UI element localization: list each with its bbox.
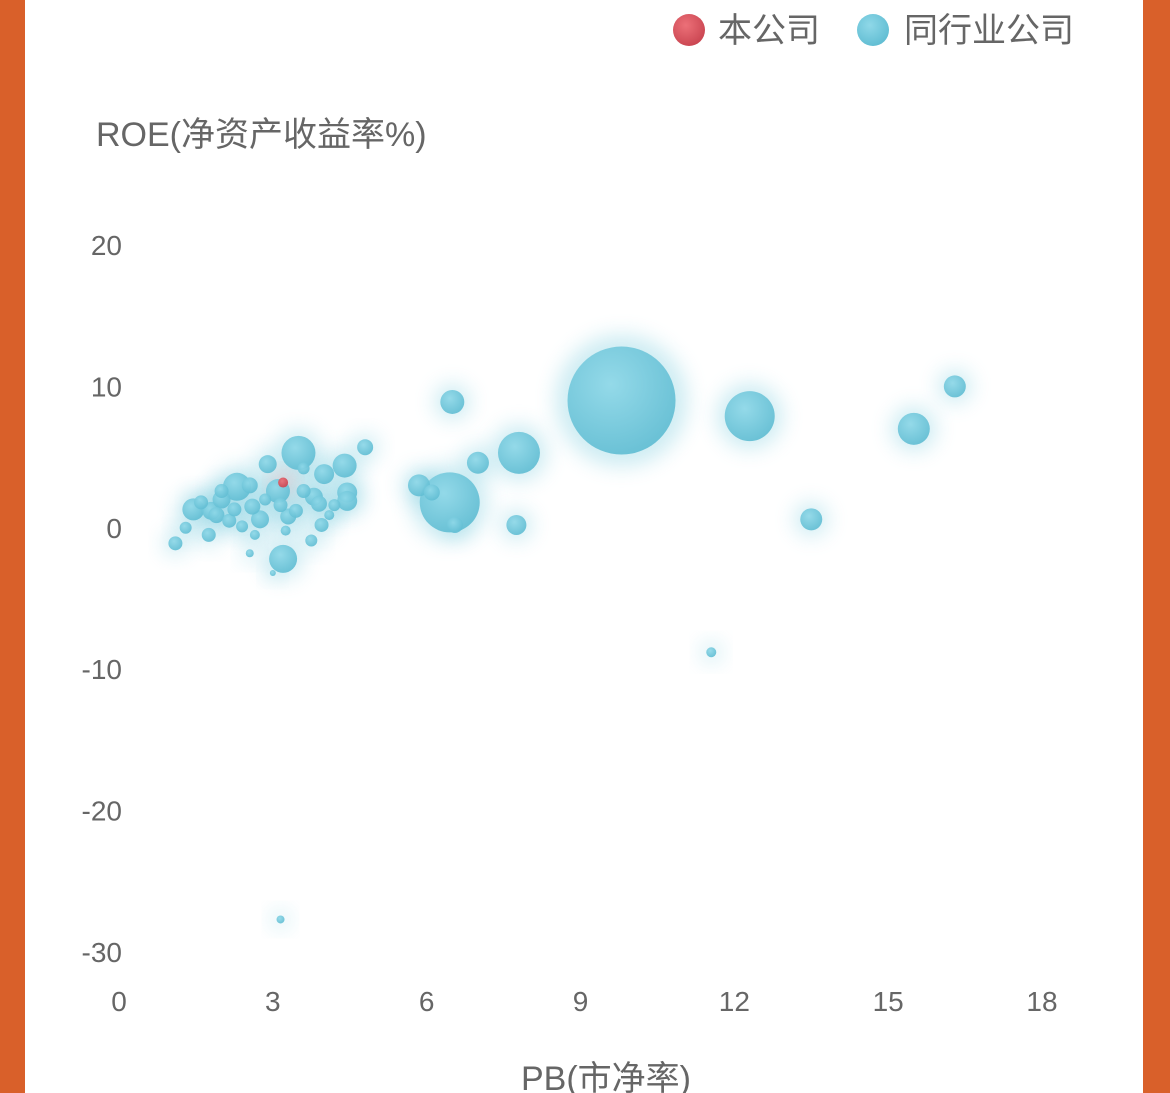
x-tick-label: 3 bbox=[265, 986, 281, 1017]
peer-data-point[interactable] bbox=[244, 498, 261, 515]
peer-data-point[interactable] bbox=[328, 499, 341, 512]
peer-data-point[interactable] bbox=[943, 375, 966, 398]
peer-data-point[interactable] bbox=[276, 915, 285, 924]
peer-data-point[interactable] bbox=[440, 389, 465, 414]
data-points bbox=[168, 346, 966, 924]
x-tick-label: 18 bbox=[1026, 986, 1057, 1017]
peer-data-point[interactable] bbox=[567, 346, 676, 455]
legend-marker-company bbox=[673, 14, 705, 46]
peer-data-point[interactable] bbox=[310, 495, 327, 512]
peer-data-point[interactable] bbox=[314, 517, 329, 532]
peer-data-point[interactable] bbox=[269, 570, 276, 577]
y-tick-label: 0 bbox=[106, 513, 122, 544]
peer-data-point[interactable] bbox=[297, 462, 310, 475]
peer-data-point[interactable] bbox=[800, 508, 823, 531]
company-data-point[interactable] bbox=[278, 477, 289, 488]
peer-data-point[interactable] bbox=[466, 451, 489, 474]
peer-data-point[interactable] bbox=[423, 484, 440, 501]
peer-data-point[interactable] bbox=[249, 529, 260, 540]
y-axis-title: ROE(净资产收益率%) bbox=[96, 116, 427, 154]
peer-data-point[interactable] bbox=[214, 484, 229, 499]
peer-data-point[interactable] bbox=[208, 507, 225, 524]
peer-data-point[interactable] bbox=[506, 514, 527, 535]
peer-data-point[interactable] bbox=[332, 453, 357, 478]
peer-data-point[interactable] bbox=[281, 435, 316, 470]
y-tick-label: -30 bbox=[82, 937, 122, 968]
peer-data-point[interactable] bbox=[305, 534, 318, 547]
x-axis-title: PB(市净率) bbox=[521, 1060, 691, 1093]
legend-marker-peers bbox=[857, 14, 889, 46]
y-tick-label: -10 bbox=[82, 654, 122, 685]
peer-data-point[interactable] bbox=[724, 391, 775, 442]
peer-data-point[interactable] bbox=[227, 502, 242, 517]
peer-data-point[interactable] bbox=[201, 527, 216, 542]
x-tick-label: 0 bbox=[111, 986, 127, 1017]
x-tick-label: 12 bbox=[719, 986, 750, 1017]
y-axis-ticks: 20 10 0 -10 -20 -30 bbox=[82, 230, 122, 968]
peer-data-point[interactable] bbox=[296, 484, 311, 499]
peer-data-point[interactable] bbox=[273, 498, 288, 513]
x-tick-label: 15 bbox=[873, 986, 904, 1017]
y-tick-label: -20 bbox=[82, 796, 122, 827]
peer-data-point[interactable] bbox=[314, 464, 335, 485]
legend[interactable]: 本公司 同行业公司 bbox=[673, 12, 1074, 50]
peer-data-point[interactable] bbox=[497, 431, 540, 474]
x-axis-ticks: 0 3 6 9 12 15 18 bbox=[111, 986, 1057, 1017]
peer-data-point[interactable] bbox=[897, 412, 930, 445]
peer-data-point[interactable] bbox=[179, 521, 192, 534]
peer-data-point[interactable] bbox=[288, 503, 303, 518]
peer-data-point[interactable] bbox=[269, 544, 298, 573]
peer-data-point[interactable] bbox=[259, 493, 272, 506]
peer-data-point[interactable] bbox=[222, 513, 237, 528]
peer-data-point[interactable] bbox=[258, 455, 277, 474]
peer-data-point[interactable] bbox=[446, 516, 463, 533]
x-tick-label: 9 bbox=[573, 986, 589, 1017]
peer-data-point[interactable] bbox=[194, 495, 209, 510]
y-tick-label: 10 bbox=[91, 371, 122, 402]
peer-data-point[interactable] bbox=[706, 647, 717, 658]
peer-data-point[interactable] bbox=[357, 439, 374, 456]
peer-data-point[interactable] bbox=[337, 490, 358, 511]
peer-data-point[interactable] bbox=[236, 520, 249, 533]
peer-data-point[interactable] bbox=[251, 510, 270, 529]
legend-label-peers: 同行业公司 bbox=[904, 12, 1074, 50]
y-tick-label: 20 bbox=[91, 230, 122, 261]
peer-data-point[interactable] bbox=[241, 477, 258, 494]
peer-data-point[interactable] bbox=[168, 536, 183, 551]
peer-data-point[interactable] bbox=[280, 525, 291, 536]
x-tick-label: 6 bbox=[419, 986, 435, 1017]
legend-item-peers[interactable]: 同行业公司 bbox=[857, 12, 1074, 50]
legend-label-company: 本公司 bbox=[718, 12, 820, 50]
legend-item-company[interactable]: 本公司 bbox=[673, 12, 820, 50]
peer-data-point[interactable] bbox=[245, 549, 254, 558]
peer-data-point[interactable] bbox=[222, 472, 251, 501]
bubble-glows bbox=[163, 334, 972, 929]
peer-data-point[interactable] bbox=[324, 510, 335, 521]
